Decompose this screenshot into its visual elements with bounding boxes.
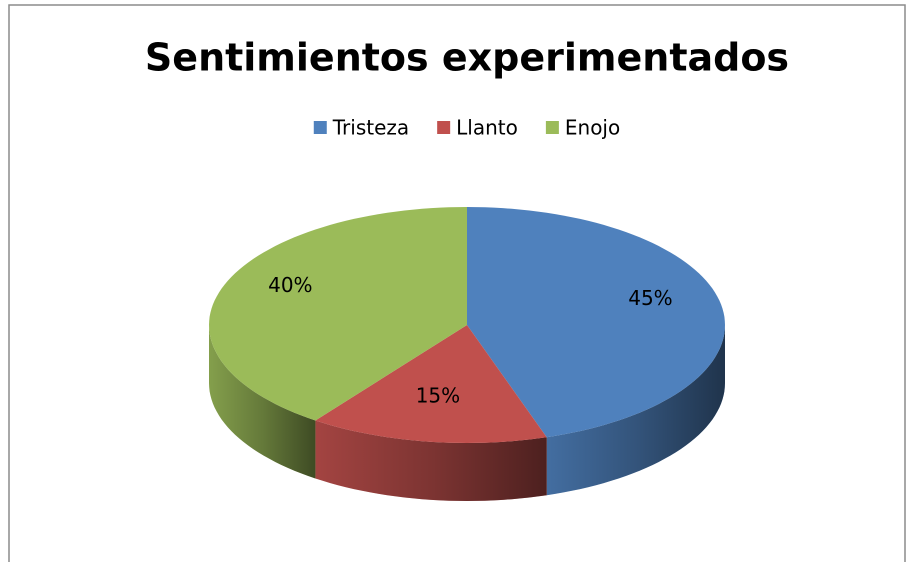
legend-swatch (545, 121, 559, 134)
legend-swatch (313, 121, 327, 134)
data-label: 15% (416, 383, 460, 407)
slice (209, 207, 467, 421)
legend-label: Tristeza (332, 116, 409, 140)
slice-side-shade (546, 325, 725, 496)
data-label: 40% (268, 273, 312, 297)
data-label: 45% (628, 286, 672, 310)
slice (467, 207, 725, 438)
chart-title: Sentimientos experimentados (145, 36, 789, 80)
slice (315, 325, 547, 443)
slice-side-shade (209, 325, 316, 479)
legend-label: Llanto (456, 116, 518, 140)
legend-label: Enojo (565, 116, 620, 140)
chart-frame (8, 4, 906, 562)
legend-swatch (437, 121, 451, 134)
slice-side-shade (315, 420, 547, 501)
